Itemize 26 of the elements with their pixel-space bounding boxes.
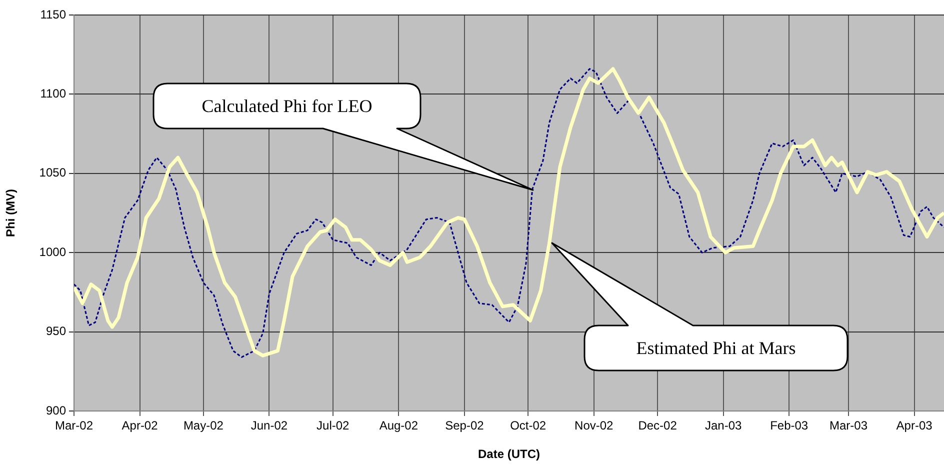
x-tick-label: Apr-02: [122, 418, 158, 433]
x-tick-label: Mar-02: [54, 418, 94, 433]
y-tick-label: 900: [46, 403, 66, 418]
annotation: Estimated Phi at Mars: [636, 338, 796, 358]
x-axis-title: Date (UTC): [478, 447, 540, 462]
y-tick-label: 1100: [40, 86, 66, 101]
x-tick-label: Apr-03: [896, 418, 933, 433]
x-tick-label: Feb-03: [770, 418, 808, 433]
x-tick-label: Oct-02: [510, 418, 546, 433]
x-tick-label: Mar-03: [830, 418, 868, 433]
y-tick-label: 1050: [39, 166, 66, 180]
x-tick-label: Aug-02: [379, 418, 418, 433]
x-tick-label: May-02: [183, 418, 224, 433]
y-tick-label: 1000: [39, 244, 66, 259]
y-tick-label: 1150: [40, 7, 66, 22]
y-tick-label: 950: [46, 324, 66, 338]
annotation: Calculated Phi for LEO: [202, 96, 372, 116]
y-axis-title: Phi (MV): [4, 189, 18, 237]
x-tick-label: Jun-02: [250, 418, 288, 433]
x-tick-label: Sep-02: [445, 418, 484, 433]
speech-bubble: Calculated Phi for LEO: [152, 82, 534, 191]
speech-bubble: Estimated Phi at Mars: [551, 242, 848, 372]
x-tick-label: Nov-02: [574, 418, 614, 433]
x-tick-label: Dec-02: [638, 418, 678, 433]
x-tick-label: Jan-03: [704, 418, 742, 433]
x-tick-label: Jul-02: [316, 418, 350, 433]
